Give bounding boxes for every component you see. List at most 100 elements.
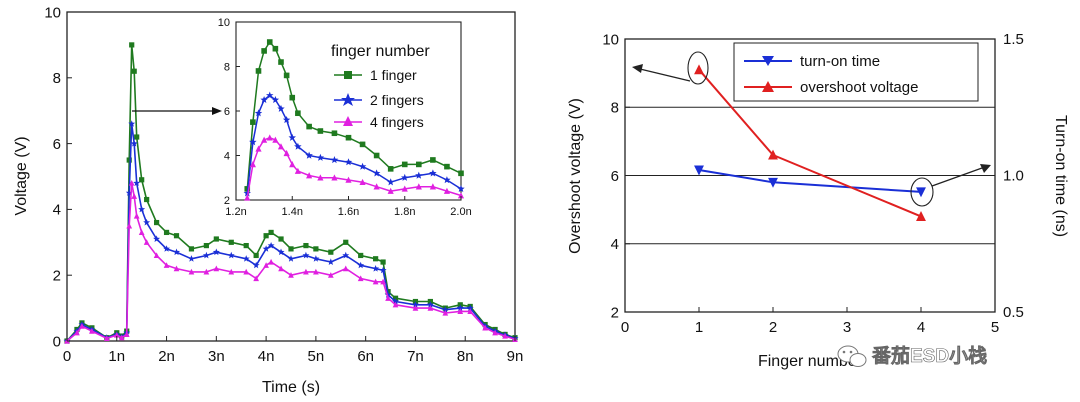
voltage-time-chart: 0 1n 2n 3n 4n 5n 6n 7n 8n 9n 0 2 4 6 8 10 Voltage (V) T… <box>13 4 523 396</box>
data-point <box>289 94 296 101</box>
legend-label: 4 fingers <box>370 114 424 130</box>
data-point <box>79 323 85 329</box>
y-tick-label: 6 <box>53 136 61 153</box>
data-point <box>249 161 256 168</box>
data-point <box>373 183 380 190</box>
legend-box <box>733 42 979 102</box>
data-point <box>427 304 434 311</box>
data-point <box>255 145 262 152</box>
legend-triangle-marker <box>762 81 774 92</box>
data-point <box>288 133 296 141</box>
data-point <box>266 134 273 141</box>
data-point <box>359 141 366 148</box>
watermark: 番茄ESD小栈 <box>837 344 987 367</box>
x-tick-label: 1.2n <box>225 206 246 218</box>
data-point <box>384 291 392 298</box>
inset-chart: 1.2n 1.4n 1.6n 1.8n 2.0n 2 4 6 8 10 finger number… <box>218 17 472 218</box>
data-point <box>278 236 284 242</box>
y2-tick-label: 1.5 <box>1003 31 1024 48</box>
data-point <box>694 64 704 75</box>
data-point <box>415 171 423 179</box>
data-point <box>173 248 180 256</box>
annotation-left-axis <box>632 51 709 85</box>
data-point <box>380 278 386 285</box>
data-point <box>287 255 295 262</box>
data-point <box>282 116 291 124</box>
y-tick-label: 2 <box>611 304 619 321</box>
data-point <box>327 272 334 278</box>
data-point <box>456 304 464 311</box>
legend-triangle-down-marker <box>762 56 774 66</box>
data-point <box>416 161 422 168</box>
y-tick-label: 0 <box>53 333 61 350</box>
right-y-axis-label: Overshoot voltage (V) <box>567 98 584 254</box>
y-tick-label: 4 <box>224 150 230 162</box>
data-point <box>143 218 151 226</box>
data-point <box>272 45 279 52</box>
data-point <box>343 239 349 245</box>
data-point <box>379 266 387 274</box>
data-point <box>313 246 319 252</box>
data-point <box>255 68 262 74</box>
x-tick-label: 1.4n <box>282 206 303 218</box>
legend-square-marker <box>344 71 352 79</box>
data-point <box>126 222 133 229</box>
data-point <box>260 96 268 103</box>
data-point <box>113 331 120 338</box>
data-point <box>387 187 394 194</box>
data-point <box>138 205 146 213</box>
x-tick-label: 2 <box>769 319 777 336</box>
y-tick-label: 6 <box>611 168 619 185</box>
x-tick-label: 0 <box>621 319 629 336</box>
data-point <box>123 331 130 338</box>
data-point <box>253 275 260 282</box>
data-point <box>228 239 234 245</box>
data-point <box>128 179 135 186</box>
y-tick-label: 6 <box>224 106 230 118</box>
data-point <box>262 245 270 252</box>
data-point <box>163 262 170 268</box>
y-tick-label: 10 <box>602 31 619 48</box>
data-point <box>294 167 301 174</box>
data-point <box>263 262 269 268</box>
data-point <box>345 176 352 183</box>
y-tick-label: 10 <box>218 17 230 29</box>
data-point <box>202 251 210 259</box>
zoom-arrow <box>132 107 222 115</box>
y2-tick-label: 1.0 <box>1003 168 1024 185</box>
data-point <box>134 134 140 140</box>
data-point <box>277 104 285 112</box>
x-tick-label: 6n <box>357 348 374 365</box>
data-point <box>267 242 275 249</box>
data-point <box>133 179 141 186</box>
data-point <box>466 304 474 311</box>
data-point <box>128 120 136 127</box>
data-point <box>266 91 274 99</box>
legend-star-marker <box>341 93 355 106</box>
data-point <box>253 252 259 259</box>
data-point <box>373 152 380 159</box>
data-point <box>916 187 926 198</box>
data-point <box>188 268 195 275</box>
inset-legend: finger number 1 finger 2 fingers 4 finge… <box>331 43 430 130</box>
data-point <box>143 239 150 245</box>
data-point <box>173 233 180 239</box>
data-point <box>328 249 334 255</box>
data-point <box>380 259 386 265</box>
x-tick-label: 3 <box>843 319 851 336</box>
data-point <box>131 193 138 199</box>
watermark-text: 番茄ESD小栈 <box>871 344 987 367</box>
data-point <box>163 229 170 236</box>
data-point <box>492 329 498 336</box>
data-point <box>295 110 301 117</box>
data-point <box>254 109 263 117</box>
x-tick-label: 2n <box>158 348 175 365</box>
data-point <box>272 136 279 143</box>
data-point <box>242 255 250 262</box>
data-point <box>401 185 408 192</box>
series-line-2-fingers <box>246 94 462 194</box>
x-tick-label: 5n <box>308 348 325 365</box>
x-tick-label: 1.6n <box>338 206 359 218</box>
annotation-right-axis <box>910 164 991 207</box>
data-point <box>118 334 125 341</box>
